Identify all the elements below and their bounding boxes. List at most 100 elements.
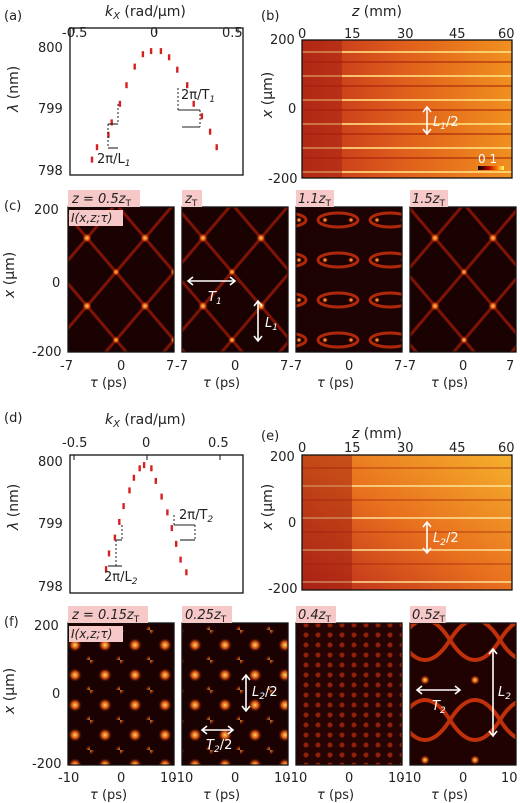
kx-tick-a-2: 0.5 <box>222 26 243 41</box>
label-L1-half: L1/2 <box>433 115 459 132</box>
tau-axis-label-f4: τ (ps) <box>431 788 468 803</box>
intensity-map-c3 <box>296 207 402 352</box>
x-tick-e-1: 0 <box>288 516 296 531</box>
x-tick-f-2: -200 <box>32 757 62 772</box>
subpanel-f3: 0.4zT -10 0 10 τ (ps) <box>286 606 405 803</box>
scatter-point-a-2 <box>107 131 110 138</box>
x-tick-b-1: 0 <box>288 102 296 117</box>
x-ticks-b: 200 0 -200 <box>268 33 298 187</box>
scatter-point-a-4 <box>118 100 122 107</box>
scatter-point-d-7 <box>138 465 141 472</box>
label-c1: z = 0.5zT <box>71 192 131 209</box>
subpanel-f1: z = 0.15zT I(x,z;τ) -10 0 10 τ (ps) <box>58 606 177 803</box>
annotation-T1-arrow: T1 <box>186 276 237 307</box>
kx-axis-label-d: kX (rad/μm) <box>105 412 186 430</box>
tau-axis-label-c3: τ (ps) <box>317 376 354 391</box>
annotation-T2-f: T2 <box>415 685 462 716</box>
panel-d: (d) kX (rad/μm) -0.5 0 0.5 λ (nm) 800 79… <box>4 411 244 595</box>
tau-tick-c4-1: 0 <box>459 359 467 374</box>
intensity-label-box-f <box>69 626 123 642</box>
tau-tick-c4-2: 7 <box>506 359 514 374</box>
annotation-2pi-L1: 2π/L1 <box>97 104 130 169</box>
scatter-point-d-6 <box>132 474 136 481</box>
z-tick-b-3: 45 <box>449 27 466 42</box>
z-axis-label-b: z (mm) <box>351 4 402 20</box>
tau-tick-c3-1: 0 <box>345 359 353 374</box>
label-L2-half-e: L2/2 <box>433 531 459 548</box>
lambda-tick-d-1: 799 <box>38 517 63 532</box>
label-f2: 0.25zT <box>185 608 227 625</box>
label-box-f3 <box>296 606 336 623</box>
scatter-point-d-5 <box>128 487 131 494</box>
label-2pi-T1: 2π/T1 <box>181 88 215 105</box>
tau-axis-label-f3: τ (ps) <box>317 788 354 803</box>
x-ticks-e: 200 0 -200 <box>268 450 298 597</box>
panel-label-d: (d) <box>4 411 22 426</box>
shade-e <box>302 455 352 590</box>
z-tick-b-4: 60 <box>498 27 515 42</box>
tau-axis-label-f1: τ (ps) <box>90 788 127 803</box>
x-tick-b-0: 200 <box>270 33 295 48</box>
scatter-point-a-1 <box>95 144 99 151</box>
label-c2: zT <box>184 192 198 209</box>
scatter-point-a-13 <box>192 100 195 107</box>
label-2pi-L2: 2π/L2 <box>104 570 138 587</box>
scatter-point-a-14 <box>200 113 204 120</box>
colorbar-gradient-b <box>478 166 504 170</box>
z-tick-b-1: 15 <box>344 27 361 42</box>
annotation-L2-half-e: L2/2 <box>422 520 459 555</box>
x-ticks-f: 200 0 -200 <box>32 619 62 772</box>
kx-tick-d-2: 0.5 <box>208 436 229 451</box>
stripes-e <box>302 455 512 590</box>
scatter-point-d-8 <box>142 462 146 469</box>
intensity-map-c2 <box>182 207 288 352</box>
scatter-point-d-16 <box>185 569 188 576</box>
kx-tick-d-0: -0.5 <box>62 436 87 451</box>
lambda-axis-label-a: λ (nm) <box>6 66 22 113</box>
colorbar-label-b: 0 1 <box>478 152 497 166</box>
scatter-point-a-9 <box>159 48 163 55</box>
panel-e-frame <box>301 454 513 591</box>
panel-label-c: (c) <box>4 199 21 214</box>
label-box-c2 <box>182 190 202 207</box>
tau-tick-f3-1: 0 <box>345 771 353 786</box>
label-box-f2 <box>182 606 232 623</box>
intensity-map-c4 <box>410 207 516 352</box>
scatter-point-a-16 <box>215 144 218 151</box>
scatter-point-a-3 <box>110 119 113 126</box>
lambda-ticks-a: 800 799 798 <box>38 41 63 179</box>
kx-ticks-d: -0.5 0 0.5 <box>62 436 229 460</box>
tau-axis-label-c2: τ (ps) <box>203 376 240 391</box>
x-tick-e-0: 200 <box>270 450 295 465</box>
panel-label-b: (b) <box>261 9 279 24</box>
annotation-L2-f: L2 <box>488 647 511 738</box>
scatter-point-d-10 <box>154 477 157 484</box>
panel-f: (f) x (μm) 200 0 -200 z = 0.15zT I(x,z;τ… <box>2 606 518 803</box>
z-tick-b-2: 30 <box>397 27 414 42</box>
kx-ticks-a: -0.5 0 0.5 <box>62 26 243 41</box>
scatter-point-a-0 <box>90 156 94 163</box>
kx-tick-d-1: 0 <box>142 436 150 451</box>
label-box-c4 <box>410 190 448 207</box>
label-box-f4 <box>410 606 446 623</box>
tau-tick-c2-2: 7 <box>280 359 288 374</box>
z-ticks-b: 0 15 30 45 60 <box>298 27 515 42</box>
stripes-b <box>302 40 512 178</box>
x-axis-label-c: x (μm) <box>2 252 18 299</box>
intensity-map-f1 <box>68 623 174 765</box>
x-tick-e-2: -200 <box>268 582 298 597</box>
colorbar-b: 0 1 <box>478 152 504 170</box>
lambda-tick-a-1: 799 <box>38 102 63 117</box>
tau-tick-f1-1: 0 <box>117 771 125 786</box>
tau-axis-label-c4: τ (ps) <box>431 376 468 391</box>
annotation-T2-half-f: T2/2 <box>200 725 235 755</box>
scatter-point-d-12 <box>166 509 169 516</box>
intensity-map-f2 <box>182 623 288 765</box>
scatter-point-a-15 <box>208 128 212 135</box>
scatter-point-d-15 <box>179 556 182 563</box>
z-ticks-e: 0 15 30 45 60 <box>298 441 515 456</box>
lambda-tick-a-2: 798 <box>38 164 63 179</box>
scatter-point-a-10 <box>167 54 171 61</box>
scatter-point-a-5 <box>125 82 128 89</box>
